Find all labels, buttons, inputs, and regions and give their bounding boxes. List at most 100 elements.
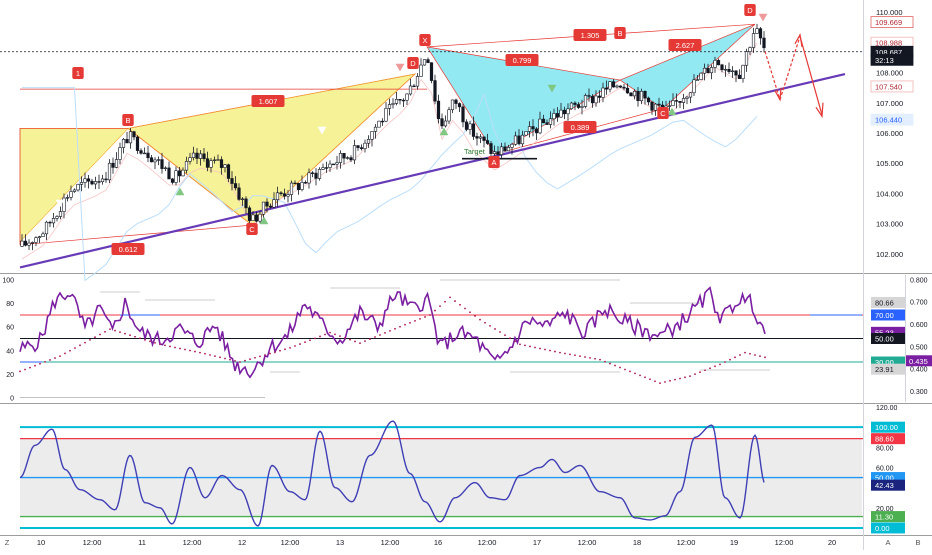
signal-down-icon: [317, 126, 327, 135]
osc-badge: [871, 309, 905, 321]
time-tick-label: 16: [434, 538, 442, 547]
candle: [391, 103, 395, 105]
candle: [545, 122, 549, 125]
candle: [174, 170, 178, 183]
price-tick-label: 110.000: [876, 8, 903, 17]
pattern-label-tag: [573, 29, 607, 41]
osc-dot: [744, 351, 746, 354]
candle: [170, 178, 175, 183]
candle: [510, 143, 514, 148]
candle: [212, 159, 217, 161]
osc-tick-right: 0.300: [910, 389, 928, 396]
candle: [674, 100, 679, 102]
signal-up-icon: [175, 187, 185, 196]
time-tick-label: 17: [533, 538, 541, 547]
candle: [184, 161, 189, 171]
osc-dot: [684, 376, 686, 379]
candle: [27, 242, 31, 246]
candle: [727, 69, 731, 72]
osc-dot: [474, 315, 476, 317]
osc-dot: [584, 356, 586, 358]
pattern-label-tag: [744, 4, 756, 16]
candle: [496, 151, 500, 155]
osc-dot: [764, 356, 766, 359]
pattern-label: 1: [76, 69, 80, 78]
candle: [202, 153, 206, 160]
candle: [489, 143, 493, 154]
candle: [762, 37, 766, 49]
candle: [443, 120, 448, 127]
candle: [345, 157, 350, 159]
candle: [377, 120, 381, 128]
osc-dot: [434, 309, 436, 312]
osc-tick-right: 0.400: [910, 367, 928, 374]
candle: [447, 109, 451, 122]
osc-dot: [449, 296, 451, 299]
osc-badge-label: 80.66: [875, 298, 894, 307]
osc-dot: [394, 327, 396, 330]
pattern-label-tag: [563, 121, 597, 133]
candle: [247, 207, 252, 221]
candle: [188, 157, 192, 162]
osc-dot: [554, 350, 556, 353]
candle: [149, 157, 154, 163]
osc-dot: [89, 339, 91, 341]
candle: [76, 184, 80, 191]
osc-dot: [629, 370, 631, 373]
cycle-tick-label: 20.00: [876, 506, 894, 513]
candle: [279, 192, 283, 195]
osc-dot: [34, 364, 36, 367]
candle: [457, 103, 462, 108]
osc-dot: [669, 379, 671, 382]
osc-dot: [189, 349, 191, 352]
osc-badge: [871, 356, 905, 368]
candle: [342, 153, 346, 159]
osc-tick-right: 0.500: [910, 344, 928, 351]
price-badge-label: 106.440: [875, 116, 902, 125]
osc-dot: [384, 332, 386, 334]
candle: [191, 152, 196, 158]
candle: [177, 170, 182, 177]
candle: [639, 90, 644, 102]
osc-dot: [49, 359, 51, 361]
osc-dot: [504, 334, 506, 337]
candle: [156, 159, 161, 161]
cycle-badge-label: 88.60: [875, 435, 894, 444]
candle: [62, 197, 66, 212]
osc-badge: [871, 296, 905, 308]
candle: [216, 159, 220, 161]
candle: [482, 136, 486, 141]
cycle-badge: [871, 522, 905, 534]
candle: [261, 201, 266, 215]
osc-dot: [399, 325, 401, 328]
time-tick-label: 18: [633, 538, 641, 547]
time-tick-label: 12:00: [677, 538, 696, 547]
osc-tick-left: 60: [6, 325, 14, 332]
candle: [268, 205, 273, 208]
time-tick-label: 12:00: [83, 538, 102, 547]
osc-dot: [239, 361, 241, 363]
candle: [100, 178, 105, 183]
time-tick-label: 12:00: [281, 538, 300, 547]
osc-dot: [329, 331, 331, 334]
candle: [370, 131, 374, 140]
osc-dot: [724, 361, 726, 363]
candle: [653, 103, 658, 111]
candle: [359, 147, 364, 149]
cycle-series: [19, 420, 765, 527]
osc-dot: [689, 375, 691, 378]
osc-dot: [489, 324, 491, 327]
osc-dot: [729, 358, 731, 361]
candle: [615, 85, 619, 88]
candle: [471, 123, 476, 137]
candle: [601, 87, 605, 98]
osc-dot: [224, 357, 226, 360]
signal-down-icon: [547, 84, 557, 93]
candle: [562, 109, 567, 115]
candle: [524, 131, 528, 136]
osc-dot: [114, 329, 116, 332]
candle: [373, 126, 378, 132]
price-tick-label: 107.000: [876, 99, 903, 108]
